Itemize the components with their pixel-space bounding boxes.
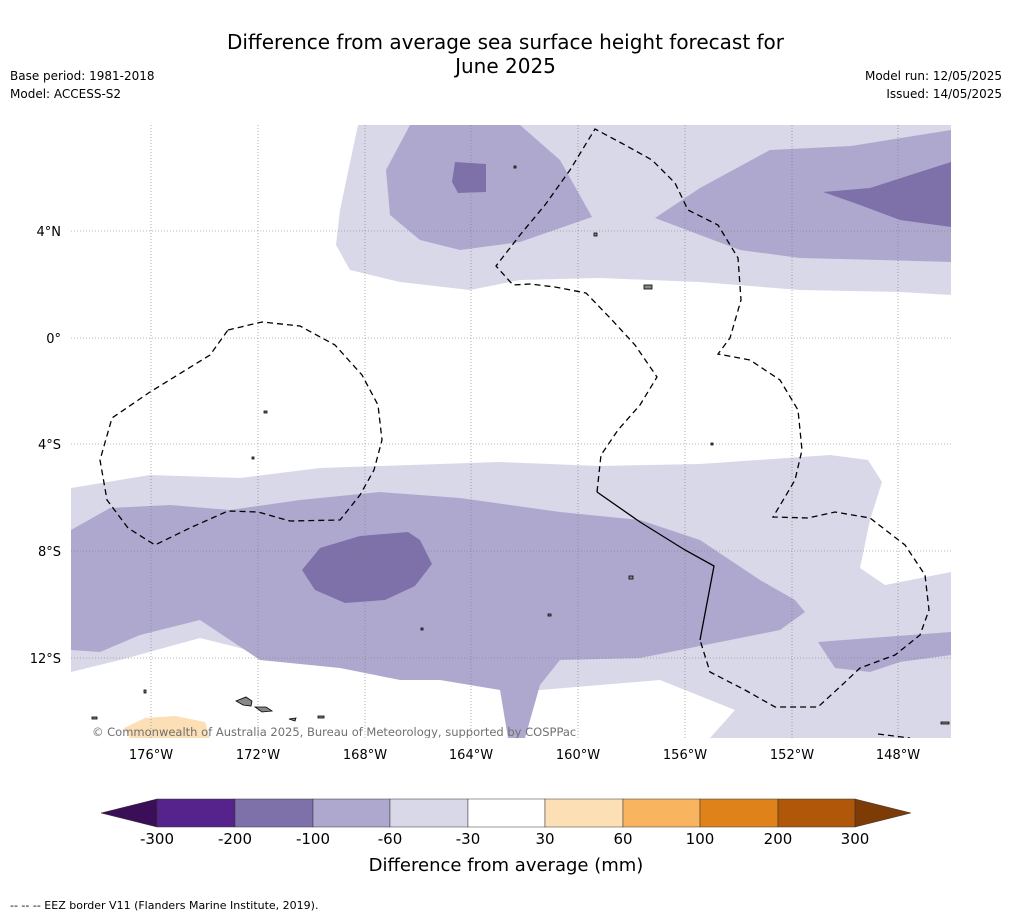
lat-label-4n: 4°N	[37, 225, 62, 240]
eez-borders	[99, 128, 930, 738]
eez-border-west	[99, 321, 383, 546]
colorbar-extend-high	[854, 798, 912, 828]
issued-label: Issued: 14/05/2025	[886, 87, 1002, 101]
chart-title: Difference from average sea surface heig…	[0, 30, 1011, 78]
colorbar-segment-5	[467, 798, 546, 828]
islands	[91, 165, 950, 725]
south-band-medium	[71, 492, 805, 738]
colorbar-segment-1	[156, 798, 236, 828]
colorbar: -300 -200 -100 -60 -30 30 60 100 200 300…	[100, 798, 912, 876]
model-run-label: Model run: 12/05/2025	[864, 69, 1002, 83]
island-small-6	[643, 284, 653, 290]
eez-footnote: -- -- -- EEZ border V11 (Flanders Marine…	[10, 899, 319, 912]
south-band-dark	[302, 532, 432, 603]
copyright-note: © Commonwealth of Australia 2025, Bureau…	[92, 725, 576, 739]
colorbar-tick-3: -100	[296, 830, 330, 848]
island-small-7	[593, 232, 598, 237]
island-samoa-savaii	[253, 706, 274, 713]
lat-label-4s: 4°S	[38, 438, 61, 453]
north-band-dark-east	[823, 162, 951, 227]
lon-label-168w: 168°W	[343, 748, 387, 763]
map-area: © Commonwealth of Australia 2025, Bureau…	[71, 125, 951, 739]
north-band-dark-west	[452, 162, 486, 193]
island-small-4	[317, 715, 325, 719]
island-samoa-upolu	[235, 696, 253, 707]
south-band-medium-east	[818, 632, 951, 672]
lat-label-12s: 12°S	[30, 652, 61, 667]
colorbar-tick-9: 200	[764, 830, 793, 848]
positive-anomaly-patch	[124, 716, 210, 738]
colorbar-segment-4	[389, 798, 469, 828]
lon-label-148w: 148°W	[876, 748, 920, 763]
eez-border-north	[495, 128, 930, 708]
island-small-5	[263, 410, 268, 414]
lon-label-176w: 176°W	[129, 748, 173, 763]
island-small-11	[251, 456, 255, 460]
island-small-14	[940, 721, 950, 725]
title-line-1: Difference from average sea surface heig…	[226, 30, 785, 54]
maritime-boundary-solid	[596, 491, 715, 641]
meta-right: Model run: 12/05/2025 Issued: 14/05/2025	[865, 67, 1002, 103]
colorbar-tick-8: 100	[686, 830, 715, 848]
lon-label-160w: 160°W	[556, 748, 600, 763]
colorbar-tick-2: -200	[218, 830, 252, 848]
lon-label-172w: 172°W	[236, 748, 280, 763]
north-band-medium-east	[655, 130, 951, 262]
island-small-10	[710, 442, 714, 446]
colorbar-segment-7	[622, 798, 701, 828]
base-period-label: Base period: 1981-2018	[10, 69, 155, 83]
colorbar-tick-7: 60	[613, 830, 632, 848]
colorbar-extend-low	[100, 798, 158, 828]
lat-label-8s: 8°S	[38, 545, 61, 560]
colorbar-segment-8	[699, 798, 779, 828]
latitude-labels: 4°N 0° 4°S 8°S 12°S	[30, 225, 61, 667]
island-small-1	[288, 717, 297, 722]
colorbar-tick-4: -60	[378, 830, 403, 848]
title-line-2: June 2025	[455, 54, 556, 78]
colorbar-segment-9	[777, 798, 856, 828]
eez-border-south-tail	[877, 733, 911, 738]
longitude-labels: 176°W 172°W 168°W 164°W 160°W 156°W 152°…	[129, 748, 920, 763]
model-label: Model: ACCESS-S2	[10, 87, 122, 101]
island-small-2	[143, 689, 147, 694]
colorbar-segment-2	[234, 798, 314, 828]
island-small-9	[547, 613, 552, 617]
lon-label-156w: 156°W	[663, 748, 707, 763]
lon-label-164w: 164°W	[449, 748, 493, 763]
colorbar-tick-10: 300	[841, 830, 870, 848]
island-small-13	[513, 165, 517, 169]
island-small-8	[628, 575, 634, 580]
north-band-medium-west	[386, 125, 592, 250]
graticule	[71, 125, 951, 738]
colorbar-segment-3	[312, 798, 391, 828]
meta-left: Base period: 1981-2018 Model: ACCESS-S2	[10, 67, 155, 103]
lat-label-0: 0°	[46, 332, 61, 347]
colorbar-segment-6	[544, 798, 624, 828]
colorbar-tick-1: -300	[140, 830, 174, 848]
lon-label-152w: 152°W	[770, 748, 814, 763]
colorbar-title: Difference from average (mm)	[369, 855, 644, 876]
island-small-3	[91, 716, 98, 720]
island-small-12	[420, 627, 424, 631]
colorbar-tick-5: -30	[456, 830, 481, 848]
colorbar-tick-6: 30	[535, 830, 554, 848]
